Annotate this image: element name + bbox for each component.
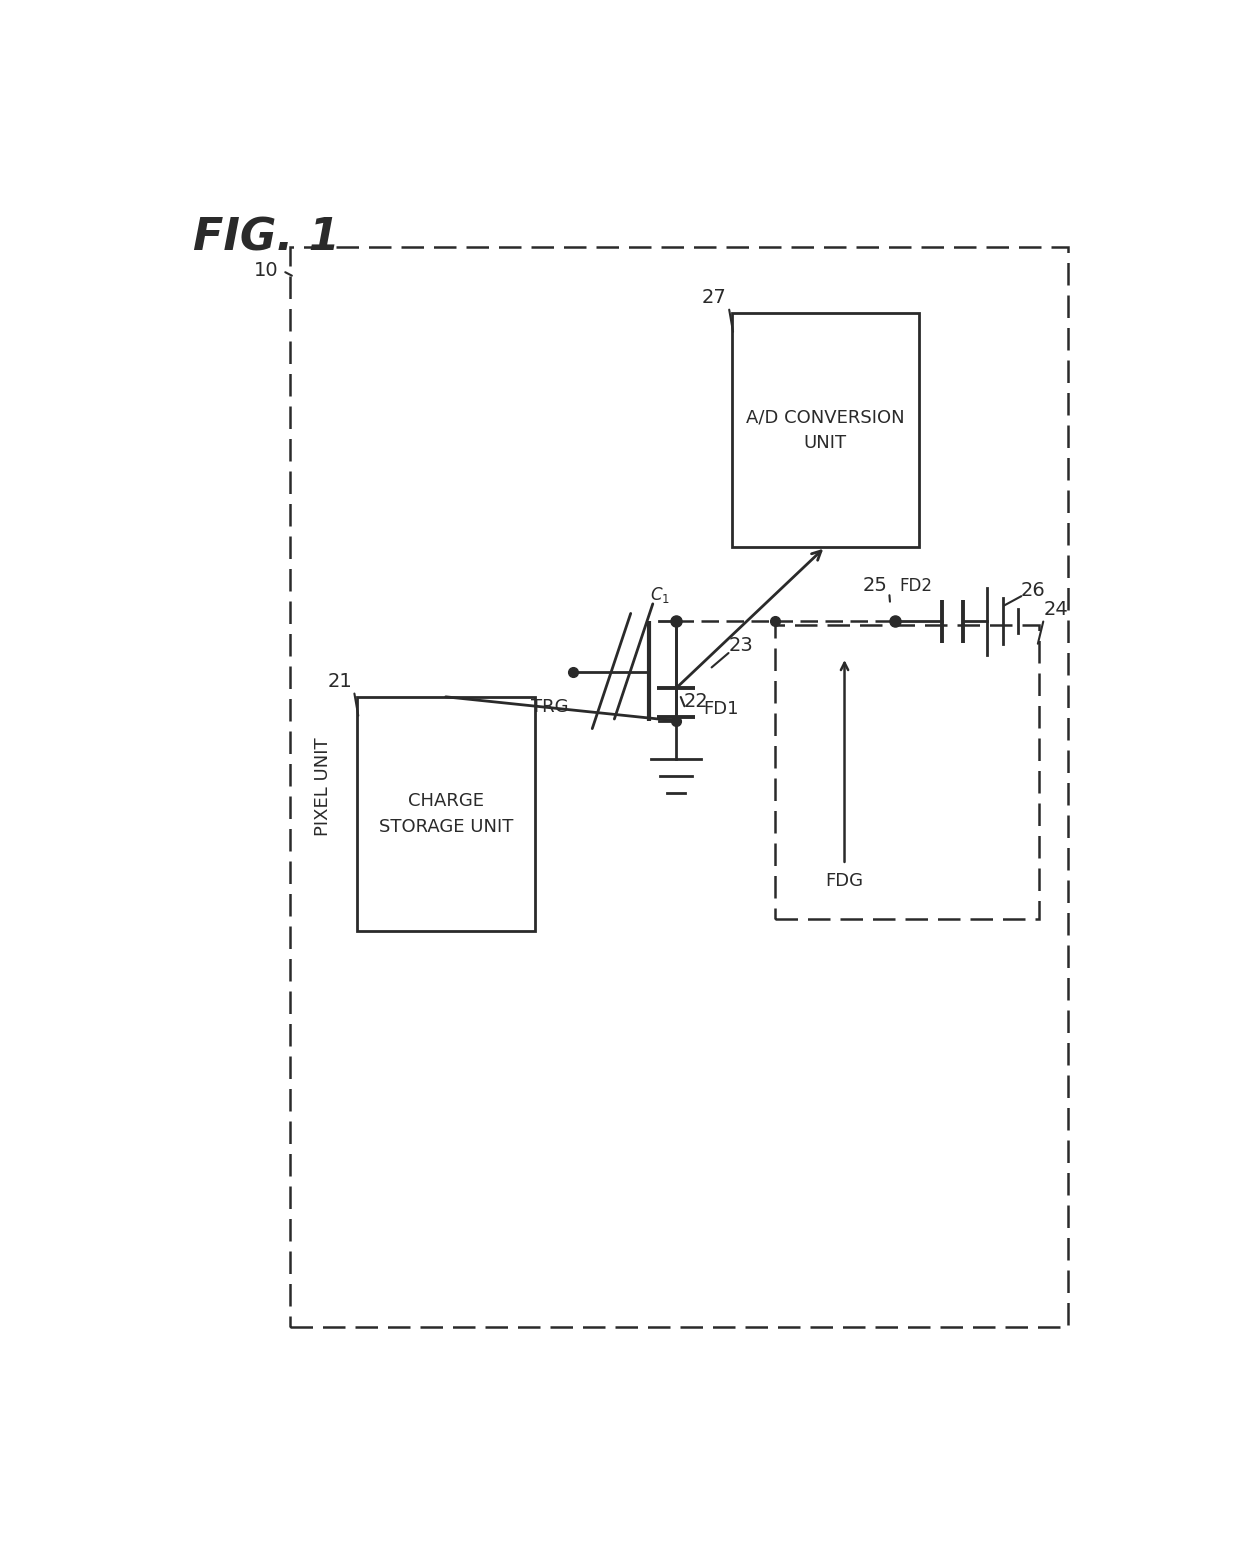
Bar [732, 313, 919, 547]
Bar [290, 246, 1068, 1327]
Bar [775, 625, 1039, 919]
Text: 23: 23 [729, 636, 754, 654]
Text: 25: 25 [862, 576, 888, 595]
Text: FDG: FDG [826, 872, 863, 890]
Text: CHARGE
STORAGE UNIT: CHARGE STORAGE UNIT [378, 791, 513, 835]
Text: PIXEL UNIT: PIXEL UNIT [314, 737, 332, 837]
Text: $C_1$: $C_1$ [650, 586, 670, 605]
Text: FD1: FD1 [703, 700, 738, 718]
Text: 10: 10 [253, 262, 278, 280]
Text: FIG. 1: FIG. 1 [193, 217, 340, 260]
Text: 26: 26 [1021, 581, 1045, 600]
Bar [357, 696, 534, 930]
Text: A/D CONVERSION
UNIT: A/D CONVERSION UNIT [746, 408, 905, 452]
Text: 27: 27 [702, 288, 727, 307]
Text: FD2: FD2 [900, 576, 932, 595]
Text: TRG: TRG [531, 698, 568, 717]
Text: 21: 21 [327, 671, 352, 690]
Text: 22: 22 [683, 692, 708, 710]
Text: 24: 24 [1044, 600, 1069, 619]
